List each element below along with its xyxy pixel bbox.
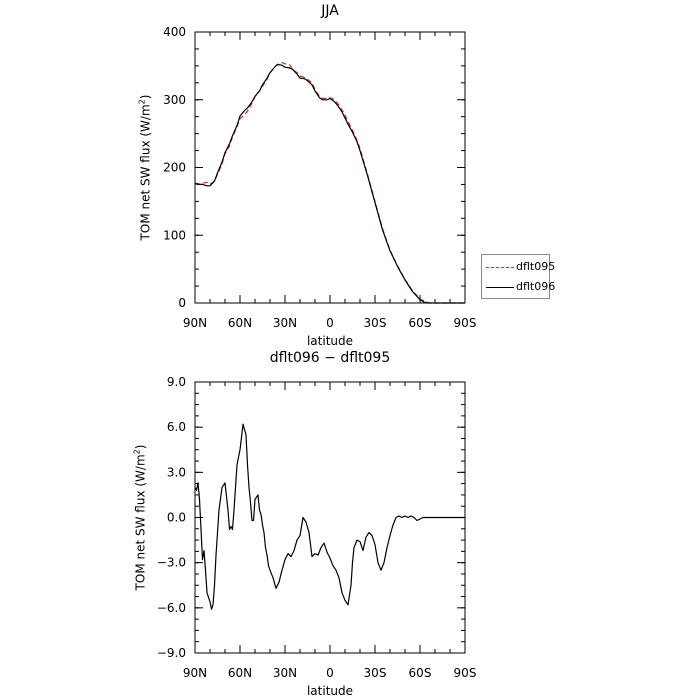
top-chart-x-tick-label: 60N — [228, 316, 252, 330]
bottom-chart-x-tick-label: 60N — [228, 666, 252, 680]
bottom-chart-y-tick-label: −9.0 — [157, 646, 186, 660]
top-chart: 90N 60N 30N 0 30S 60S 90S 0 100 200 300 400 — [163, 25, 476, 330]
legend-item-dflt096: dflt096 — [482, 278, 555, 296]
top-chart-series-line-dflt096 — [194, 63, 465, 304]
bottom-chart-ylabel-sup: 2 — [132, 449, 142, 455]
bottom-chart-y-tick-label: 6.0 — [167, 420, 186, 434]
top-chart-y-tick-label: 400 — [163, 25, 186, 39]
bottom-chart-ylabel-end: ) — [133, 444, 148, 450]
legend: dflt095 dflt096 — [481, 254, 555, 299]
top-chart-ylabel-sup: 2 — [137, 99, 147, 105]
bottom-chart-x-tick-label: 30S — [364, 666, 387, 680]
top-chart-plot-frame — [194, 31, 466, 304]
bottom-chart-x-tick-label: 90S — [454, 666, 477, 680]
top-chart-ylabel-main: TOM net SW flux (W/m — [138, 104, 153, 241]
bottom-chart-y-tick-label: −3.0 — [157, 556, 186, 570]
bottom-chart-x-tick-label: 90N — [183, 666, 207, 680]
top-chart-x-tick-label: 0 — [326, 316, 334, 330]
top-chart-title: JJA — [321, 3, 339, 19]
bottom-chart-series-line-0 — [194, 423, 465, 610]
bottom-chart-x-tick-label: 60S — [409, 666, 432, 680]
top-chart-x-tick-label: 30N — [273, 316, 297, 330]
top-chart-x-tick-label: 60S — [409, 316, 432, 330]
bottom-chart-x-axis-label: latitude — [306, 684, 354, 698]
top-chart-y-tick-label: 300 — [163, 93, 186, 107]
legend-label-dflt096: dflt096 — [516, 280, 556, 293]
bottom-chart-y-axis-label: TOM net SW flux (W/m2) — [133, 428, 148, 608]
legend-swatch-dashed-red — [486, 267, 514, 268]
bottom-chart: 90N 60N 30N 0 30S 60S 90S −9.0 −6.0 −3.0 0.0 3.0 6.0… — [157, 375, 477, 680]
top-chart-x-tick-label: 90S — [454, 316, 477, 330]
top-chart-y-tick-label: 0 — [178, 296, 186, 310]
legend-swatch-solid-black — [486, 287, 514, 288]
top-chart-x-axis-label: latitude — [306, 334, 354, 348]
top-chart-y-axis-label: TOM net SW flux (W/m2) — [138, 78, 153, 258]
bottom-chart-ylabel-main: TOM net SW flux (W/m — [133, 454, 148, 591]
legend-item-dflt095: dflt095 — [482, 258, 555, 276]
bottom-chart-y-tick-label: 3.0 — [167, 465, 186, 479]
top-chart-ylabel-end: ) — [138, 94, 153, 100]
bottom-chart-y-tick-label: −6.0 — [157, 601, 186, 615]
top-chart-x-tick-label: 30S — [364, 316, 387, 330]
bottom-chart-x-tick-label: 30N — [273, 666, 297, 680]
bottom-chart-y-tick-label: 0.0 — [167, 511, 186, 525]
bottom-chart-y-tick-label: 9.0 — [167, 375, 186, 389]
top-chart-y-tick-label: 100 — [163, 228, 186, 242]
top-chart-x-tick-label: 90N — [183, 316, 207, 330]
legend-label-dflt095: dflt095 — [516, 260, 556, 273]
bottom-chart-title: dflt096 − dflt095 — [269, 350, 391, 366]
bottom-chart-x-tick-label: 0 — [326, 666, 334, 680]
top-chart-y-tick-label: 200 — [163, 161, 186, 175]
